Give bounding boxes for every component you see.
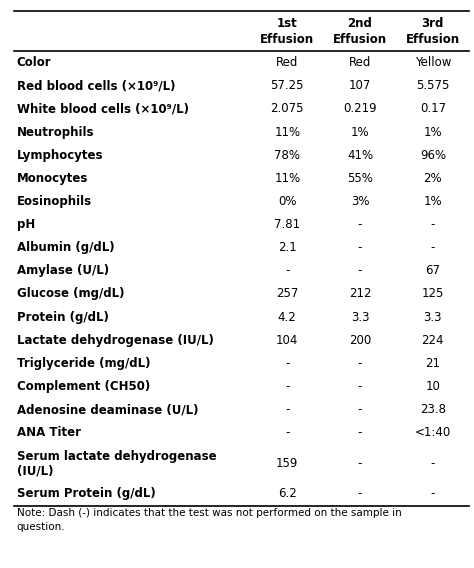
Text: -: - [358, 218, 362, 231]
Text: 1%: 1% [424, 126, 442, 139]
Text: -: - [358, 426, 362, 439]
Text: -: - [358, 380, 362, 393]
Text: <1:40: <1:40 [415, 426, 451, 439]
Text: -: - [358, 264, 362, 277]
Text: 1st
Effusion: 1st Effusion [260, 16, 314, 46]
Text: 11%: 11% [274, 172, 301, 185]
Text: Yellow: Yellow [415, 56, 451, 69]
Text: -: - [431, 218, 435, 231]
Text: ANA Titer: ANA Titer [17, 426, 81, 439]
Text: 23.8: 23.8 [420, 403, 446, 416]
Text: Red: Red [276, 56, 299, 69]
Text: 1%: 1% [424, 195, 442, 208]
Text: 2.075: 2.075 [271, 102, 304, 115]
Text: 107: 107 [349, 80, 371, 93]
Text: 67: 67 [425, 264, 440, 277]
Text: -: - [285, 357, 290, 370]
Text: 200: 200 [349, 333, 371, 346]
Text: White blood cells (×10⁹/L): White blood cells (×10⁹/L) [17, 102, 189, 115]
Text: 104: 104 [276, 333, 299, 346]
Text: 3rd
Effusion: 3rd Effusion [406, 16, 460, 46]
Text: -: - [285, 426, 290, 439]
Text: Adenosine deaminase (U/L): Adenosine deaminase (U/L) [17, 403, 198, 416]
Text: Red blood cells (×10⁹/L): Red blood cells (×10⁹/L) [17, 80, 175, 93]
Text: 3.3: 3.3 [424, 311, 442, 324]
Text: 96%: 96% [420, 149, 446, 162]
Text: -: - [285, 264, 290, 277]
Text: 159: 159 [276, 457, 299, 470]
Text: 3%: 3% [351, 195, 369, 208]
Text: Neutrophils: Neutrophils [17, 126, 94, 139]
Text: 2nd
Effusion: 2nd Effusion [333, 16, 387, 46]
Text: 4.2: 4.2 [278, 311, 297, 324]
Text: -: - [358, 357, 362, 370]
Text: -: - [285, 403, 290, 416]
Text: Protein (g/dL): Protein (g/dL) [17, 311, 109, 324]
Text: Albumin (g/dL): Albumin (g/dL) [17, 241, 114, 254]
Text: -: - [285, 380, 290, 393]
Text: 3.3: 3.3 [351, 311, 369, 324]
Text: -: - [358, 457, 362, 470]
Text: 78%: 78% [274, 149, 300, 162]
Text: Note: Dash (-) indicates that the test was not performed on the sample in
questi: Note: Dash (-) indicates that the test w… [17, 508, 401, 532]
Text: 41%: 41% [347, 149, 373, 162]
Text: Serum Protein (g/dL): Serum Protein (g/dL) [17, 487, 155, 500]
Text: 2%: 2% [424, 172, 442, 185]
Text: Red: Red [349, 56, 371, 69]
Text: -: - [431, 457, 435, 470]
Text: 125: 125 [422, 287, 444, 300]
Text: Lymphocytes: Lymphocytes [17, 149, 103, 162]
Text: 55%: 55% [347, 172, 373, 185]
Text: Triglyceride (mg/dL): Triglyceride (mg/dL) [17, 357, 150, 370]
Text: 257: 257 [276, 287, 299, 300]
Text: 224: 224 [421, 333, 444, 346]
Text: Serum lactate dehydrogenase
(IU/L): Serum lactate dehydrogenase (IU/L) [17, 449, 216, 477]
Text: 10: 10 [426, 380, 440, 393]
Text: Monocytes: Monocytes [17, 172, 88, 185]
Text: -: - [358, 241, 362, 254]
Text: -: - [358, 403, 362, 416]
Text: Lactate dehydrogenase (IU/L): Lactate dehydrogenase (IU/L) [17, 333, 213, 346]
Text: -: - [358, 487, 362, 500]
Text: 6.2: 6.2 [278, 487, 297, 500]
Text: Color: Color [17, 56, 51, 69]
Text: 0.219: 0.219 [343, 102, 377, 115]
Text: 2.1: 2.1 [278, 241, 297, 254]
Text: 21: 21 [425, 357, 440, 370]
Text: Glucose (mg/dL): Glucose (mg/dL) [17, 287, 124, 300]
Text: 11%: 11% [274, 126, 301, 139]
Text: -: - [431, 487, 435, 500]
Text: Amylase (U/L): Amylase (U/L) [17, 264, 109, 277]
Text: Complement (CH50): Complement (CH50) [17, 380, 150, 393]
Text: -: - [431, 241, 435, 254]
Text: 1%: 1% [351, 126, 369, 139]
Text: 5.575: 5.575 [416, 80, 449, 93]
Text: pH: pH [17, 218, 35, 231]
Text: 57.25: 57.25 [271, 80, 304, 93]
Text: 0%: 0% [278, 195, 297, 208]
Text: Eosinophils: Eosinophils [17, 195, 91, 208]
Text: 7.81: 7.81 [274, 218, 301, 231]
Text: 0.17: 0.17 [420, 102, 446, 115]
Text: 212: 212 [349, 287, 371, 300]
